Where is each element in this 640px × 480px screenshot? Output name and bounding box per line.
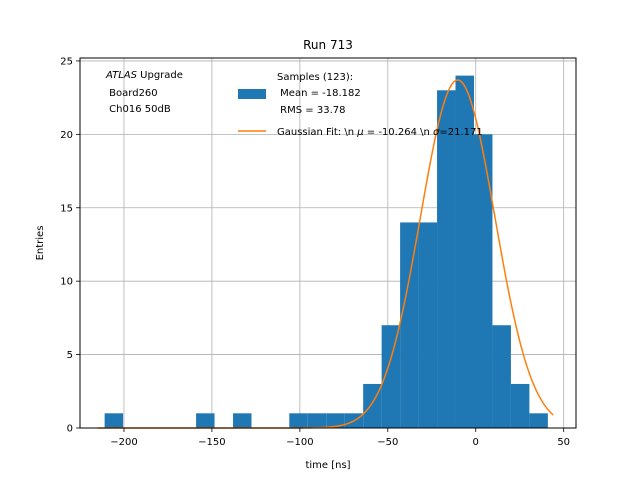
legend-histogram-line2: Mean = -18.182 xyxy=(277,88,361,99)
y-tick-label: 25 xyxy=(60,56,73,67)
legend: Samples (123): Mean = -18.182 RMS = 33.7… xyxy=(238,72,483,138)
histogram-bar xyxy=(529,413,548,428)
annotation-line3: Ch016 50dB xyxy=(106,104,171,115)
annotation-line1: Upgrade xyxy=(137,70,183,81)
histogram-bar xyxy=(233,413,252,428)
y-axis-ticks: 0 5 10 15 20 25 xyxy=(60,56,80,435)
chart-title: Run 713 xyxy=(303,38,353,52)
legend-histogram-line1: Samples (123): xyxy=(277,72,353,83)
x-tick-label: −200 xyxy=(110,437,137,448)
legend-histogram-line3: RMS = 33.78 xyxy=(277,105,345,116)
histogram-bars xyxy=(104,75,548,429)
histogram-bar xyxy=(510,383,530,428)
y-axis-label: Entries xyxy=(35,226,46,261)
legend-histogram-swatch xyxy=(238,89,266,99)
x-axis-ticks: −200 −150 −100 −50 0 50 xyxy=(110,428,570,448)
histogram-bar xyxy=(196,413,215,428)
histogram-bar xyxy=(473,134,493,428)
y-tick-label: 15 xyxy=(60,203,73,214)
histogram-bar xyxy=(381,325,401,428)
legend-fit-label: Gaussian Fit: \n μ = -10.264 \n σ=21.171 xyxy=(277,127,483,138)
histogram-bar xyxy=(437,90,456,429)
histogram-bar xyxy=(289,413,308,428)
atlas-annotation: ATLAS Upgrade Board260 Ch016 50dB xyxy=(105,70,183,115)
x-tick-label: −50 xyxy=(377,437,398,448)
y-tick-label: 10 xyxy=(60,277,73,288)
plot-frame xyxy=(79,57,577,429)
histogram-bar xyxy=(492,325,511,428)
x-tick-label: 50 xyxy=(557,437,570,448)
x-axis-label: time [ns] xyxy=(305,460,350,471)
svg-text:ATLAS Upgrade: ATLAS Upgrade xyxy=(105,70,183,81)
y-tick-label: 0 xyxy=(67,424,73,435)
annotation-line2: Board260 xyxy=(106,88,158,99)
annotation-italic: ATLAS xyxy=(105,70,138,81)
histogram-bar xyxy=(455,75,474,428)
x-tick-label: −100 xyxy=(286,437,313,448)
histogram-bar xyxy=(400,222,419,428)
histogram-bar xyxy=(307,413,327,428)
x-tick-label: −150 xyxy=(198,437,225,448)
histogram-bar xyxy=(326,413,345,428)
x-tick-label: 0 xyxy=(473,437,479,448)
histogram-bar xyxy=(418,222,438,428)
y-tick-label: 5 xyxy=(67,350,73,361)
y-tick-label: 20 xyxy=(60,130,73,141)
histogram-bar xyxy=(104,413,124,428)
